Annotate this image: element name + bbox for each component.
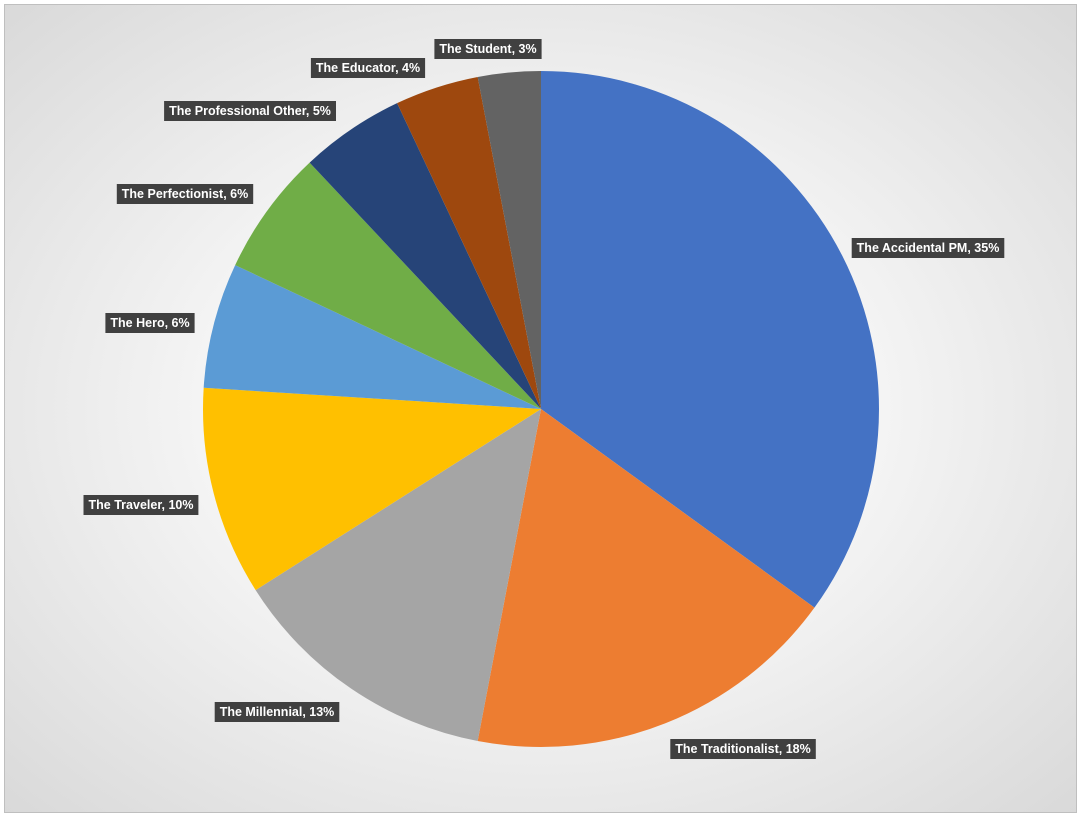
data-label-box	[164, 101, 336, 121]
data-label-box	[83, 495, 199, 515]
data-label-text: The Student, 3%	[439, 42, 536, 56]
data-label-box	[851, 238, 1005, 258]
pie-slice-the-accidental-pm	[541, 71, 880, 608]
data-label-box	[434, 39, 542, 59]
data-label-text: The Hero, 6%	[110, 316, 189, 330]
pie-slice-the-professional-other	[309, 103, 541, 410]
data-label-the-accidental-pm: The Accidental PM, 35%	[851, 238, 1005, 258]
data-label-box	[670, 739, 816, 759]
data-label-box	[105, 313, 195, 333]
data-label-the-traveler: The Traveler, 10%	[83, 495, 199, 515]
data-label-the-traditionalist: The Traditionalist, 18%	[670, 739, 816, 759]
pie-slice-the-perfectionist	[235, 162, 542, 409]
data-label-text: The Perfectionist, 6%	[122, 187, 248, 201]
data-label-the-professional-other: The Professional Other, 5%	[164, 101, 336, 121]
data-label-text: The Traditionalist, 18%	[675, 742, 810, 756]
data-label-text: The Millennial, 13%	[220, 705, 335, 719]
data-label-box	[116, 184, 254, 204]
data-label-the-millennial: The Millennial, 13%	[214, 702, 340, 722]
data-label-text: The Professional Other, 5%	[169, 104, 331, 118]
data-label-text: The Educator, 4%	[316, 61, 420, 75]
pie-data-labels: The Accidental PM, 35% The Traditionalist…	[83, 39, 1005, 759]
pie-slice-the-student	[477, 71, 541, 409]
data-label-the-educator: The Educator, 4%	[310, 58, 426, 78]
pie-slice-the-millennial	[255, 409, 541, 742]
pie-slice-the-traditionalist	[477, 409, 815, 747]
pie-chart: The Accidental PM, 35% The Traditionalist…	[83, 39, 1005, 759]
data-label-box	[310, 58, 426, 78]
data-label-the-hero: The Hero, 6%	[105, 313, 195, 333]
pie-slice-the-educator	[397, 76, 541, 410]
pie-slices	[203, 71, 880, 747]
data-label-the-perfectionist: The Perfectionist, 6%	[116, 184, 254, 204]
chart-area: The Accidental PM, 35% The Traditionalist…	[4, 4, 1077, 813]
pie-slice-the-traveler	[203, 387, 541, 591]
data-label-box	[214, 702, 340, 722]
data-label-the-student: The Student, 3%	[434, 39, 542, 59]
data-label-text: The Accidental PM, 35%	[857, 241, 1000, 255]
data-label-text: The Traveler, 10%	[89, 498, 194, 512]
pie-slice-the-hero	[203, 265, 542, 409]
